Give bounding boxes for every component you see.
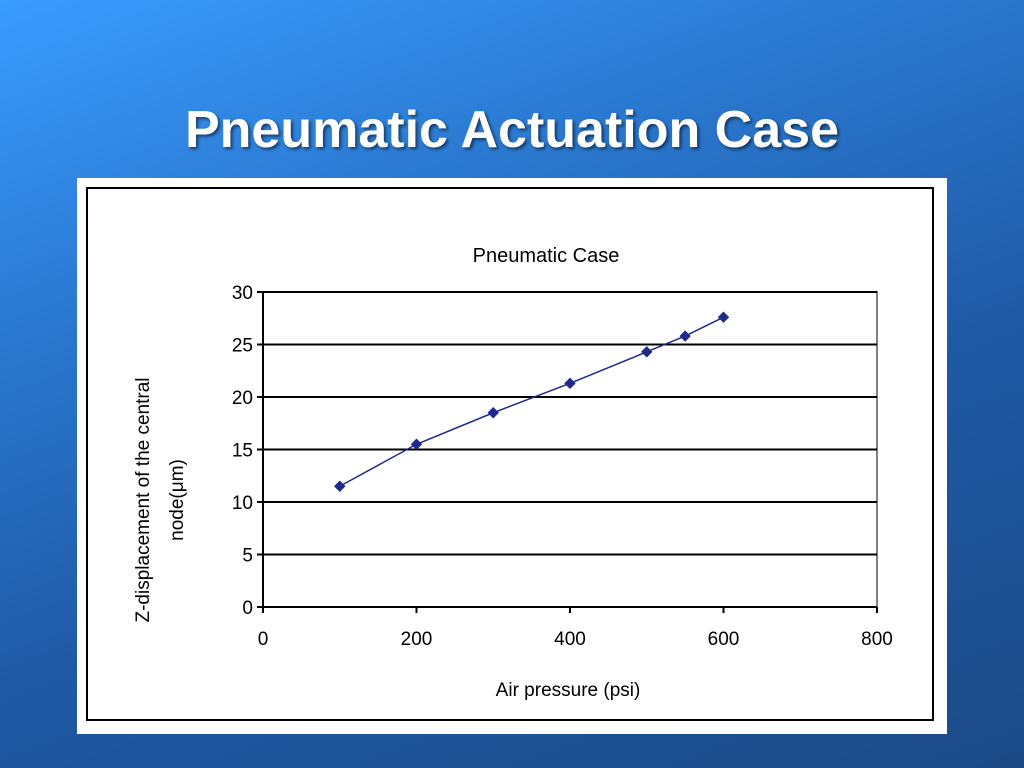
data-point-0-4 <box>641 346 653 358</box>
data-point-0-5 <box>679 330 691 342</box>
slide-title: Pneumatic Actuation Case <box>184 101 839 159</box>
x-tick-label-600: 600 <box>708 629 740 650</box>
chart: Pneumatic Case 0 5 10 15 20 25 30 0 200 400 600 800… <box>133 245 893 701</box>
chart-frame <box>86 187 934 721</box>
x-tick-label-800: 800 <box>861 629 893 650</box>
data-point-0-0 <box>334 480 346 492</box>
y-tick-label-30: 30 <box>232 283 253 304</box>
y-tick-label-20: 20 <box>232 388 253 409</box>
series-line-0 <box>339 316 724 487</box>
chart-panel: Pneumatic Case 0 5 10 15 20 25 30 0 200 400 600 800… <box>77 178 947 734</box>
data-point-0-1 <box>410 438 423 450</box>
x-tick-label-0: 0 <box>258 629 269 650</box>
y-axis-label-line-2: node(μm) <box>167 459 188 541</box>
x-axis-label: Air pressure (psi) <box>496 680 641 701</box>
plot-area: 0 5 10 15 20 25 30 0 200 400 600 800 <box>232 283 893 650</box>
y-tick-label-25: 25 <box>232 336 253 357</box>
x-tick-label-200: 200 <box>401 629 433 650</box>
y-tick-label-0: 0 <box>242 598 253 619</box>
x-tick-label-400: 400 <box>554 629 586 650</box>
y-tick-label-5: 5 <box>242 546 253 567</box>
data-point-0-3 <box>564 377 576 390</box>
data-point-0-2 <box>487 407 499 419</box>
y-axis-label-line-1: Z-displacement of the central <box>133 377 154 622</box>
y-tick-label-15: 15 <box>232 441 253 462</box>
y-axis-label: Z-displacement of the central node(μm) <box>133 377 188 622</box>
chart-title: Pneumatic Case <box>473 245 620 267</box>
data-point-0-6 <box>717 311 730 323</box>
y-tick-label-10: 10 <box>232 493 253 514</box>
